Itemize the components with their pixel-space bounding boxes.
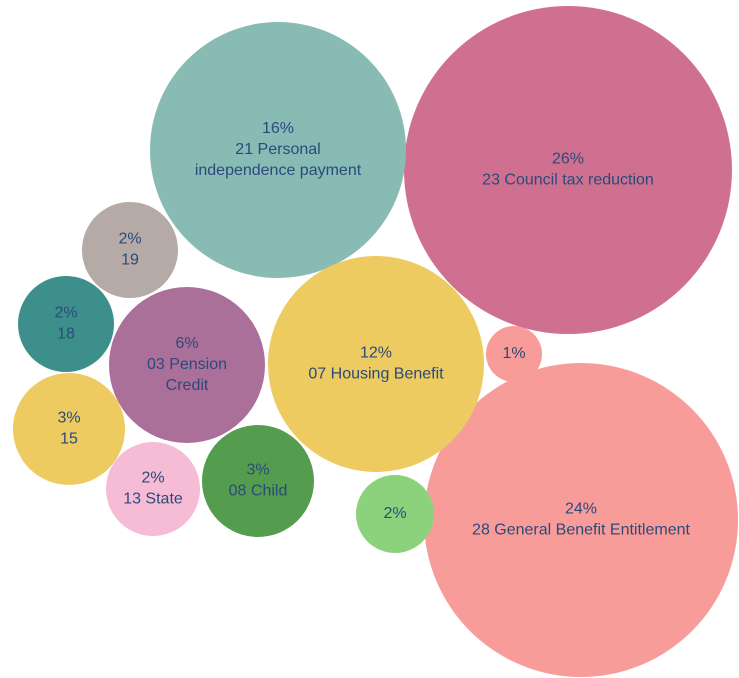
bubble-circle-11 — [486, 326, 542, 382]
bubble-4: 6% 03 Pension Credit — [109, 287, 265, 443]
bubble-3: 12% 07 Housing Benefit — [268, 256, 484, 472]
bubble-0: 26% 23 Council tax reduction — [404, 6, 732, 334]
bubble-circle-5 — [202, 425, 314, 537]
bubble-2: 16% 21 Personal independence payment — [150, 22, 406, 278]
bubble-circle-6 — [13, 373, 125, 485]
bubble-percent-label: 1% — [502, 345, 525, 362]
bubble-9: 2% 13 State — [106, 442, 200, 536]
bubble-7: 2%19 — [82, 202, 178, 298]
bubble-category-label: 19 — [121, 252, 139, 269]
bubble-percent-label: 6% — [175, 335, 198, 352]
bubble-category-label: 08 Child — [229, 483, 288, 500]
bubble-circle-1 — [424, 363, 738, 677]
bubble-circle-3 — [268, 256, 484, 472]
bubble-11: 1% — [486, 326, 542, 382]
bubble-percent-label: 2% — [383, 505, 406, 522]
bubble-percent-label: 24% — [565, 501, 597, 518]
bubble-category-label: 03 Pension — [147, 356, 227, 373]
bubble-category-label: 15 — [60, 431, 78, 448]
bubble-category-label: 18 — [57, 326, 75, 343]
bubble-category-label: 23 Council tax reduction — [482, 172, 654, 189]
bubble-percent-label: 3% — [246, 462, 269, 479]
bubble-category-label: Credit — [166, 377, 209, 394]
bubble-percent-label: 2% — [141, 470, 164, 487]
bubble-10: 2% — [356, 475, 434, 553]
bubble-percent-label: 3% — [57, 410, 80, 427]
bubble-category-label: 13 State — [123, 491, 183, 508]
bubble-percent-label: 12% — [360, 345, 392, 362]
bubble-circle-8 — [18, 276, 114, 372]
bubble-circle-2 — [150, 22, 406, 278]
bubble-circle-10 — [356, 475, 434, 553]
bubble-percent-label: 26% — [552, 151, 584, 168]
bubble-circle-9 — [106, 442, 200, 536]
bubble-category-label: 28 General Benefit Entitlement — [472, 522, 690, 539]
bubble-percent-label: 16% — [262, 120, 294, 137]
bubble-circle-7 — [82, 202, 178, 298]
bubble-circle-0 — [404, 6, 732, 334]
bubble-category-label: 21 Personal — [235, 141, 320, 158]
bubble-circle-4 — [109, 287, 265, 443]
bubble-6: 3%15 — [13, 373, 125, 485]
bubble-category-label: 07 Housing Benefit — [308, 366, 444, 383]
bubble-5: 3% 08 Child — [202, 425, 314, 537]
bubble-category-label: independence payment — [195, 162, 362, 179]
bubble-8: 2%18 — [18, 276, 114, 372]
bubble-percent-label: 2% — [118, 231, 141, 248]
bubble-1: 24% 28 General Benefit Entitlement — [424, 363, 738, 677]
bubble-percent-label: 2% — [54, 305, 77, 322]
